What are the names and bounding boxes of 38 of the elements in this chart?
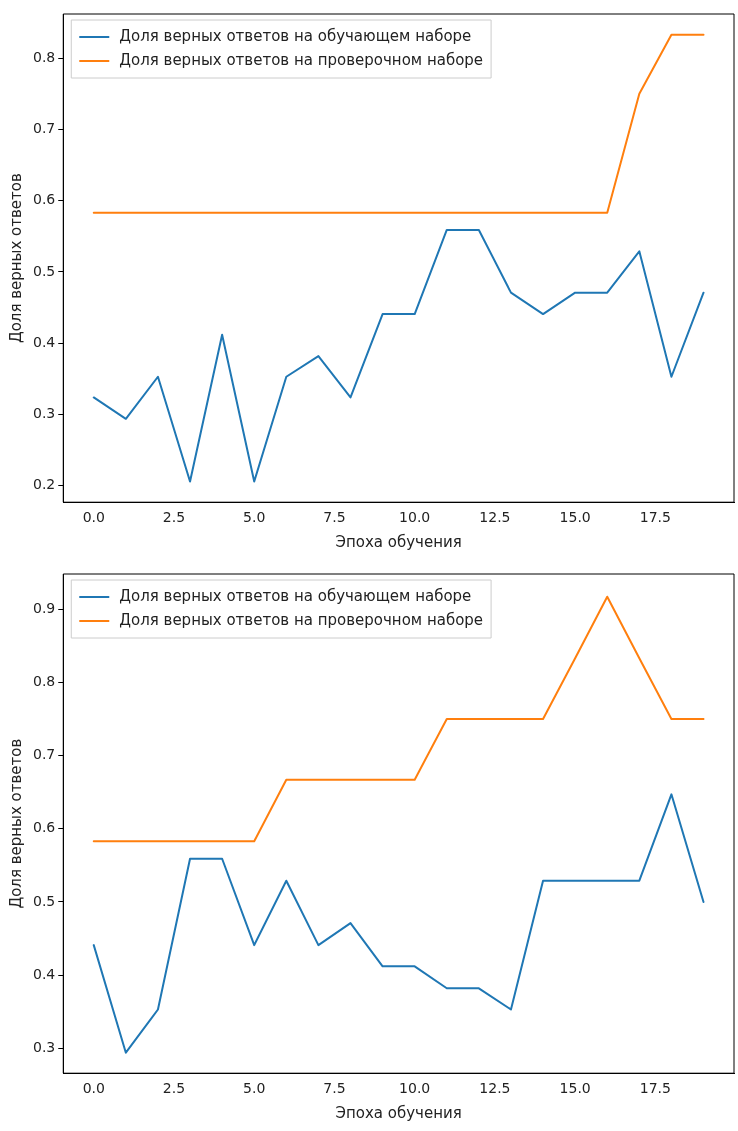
- x-tick-label: 0.0: [82, 509, 105, 526]
- x-tick-label: 7.5: [323, 1080, 346, 1097]
- y-tick-label: 0.6: [33, 819, 56, 836]
- y-tick-label: 0.2: [33, 476, 56, 493]
- x-tick-label: 2.5: [162, 1080, 186, 1097]
- x-tick-label: 17.5: [639, 509, 671, 526]
- x-tick-label: 10.0: [399, 1080, 431, 1097]
- y-tick-label: 0.4: [33, 965, 56, 982]
- x-tick-label: 2.5: [162, 509, 186, 526]
- y-tick-label: 0.8: [33, 672, 56, 689]
- y-tick-label: 0.6: [33, 191, 56, 208]
- y-tick-label: 0.5: [33, 262, 56, 279]
- x-tick-label: 15.0: [559, 509, 591, 526]
- x-tick-label: 17.5: [639, 1080, 671, 1097]
- x-tick-label: 12.5: [479, 1080, 511, 1097]
- x-tick-label: 5.0: [243, 509, 266, 526]
- y-tick-label: 0.9: [33, 599, 56, 616]
- y-tick-label: 0.7: [33, 746, 56, 763]
- y-tick-label: 0.8: [33, 48, 56, 65]
- legend-label: Доля верных ответов на обучающем наборе: [119, 26, 472, 45]
- legend-label: Доля верных ответов на проверочном наборе: [119, 610, 484, 629]
- y-axis-title: Доля верных ответов: [6, 173, 25, 344]
- x-tick-label: 15.0: [559, 1080, 591, 1097]
- x-axis-title: Эпоха обучения: [335, 532, 462, 551]
- x-tick-label: 5.0: [243, 1080, 266, 1097]
- x-tick-label: 12.5: [479, 509, 511, 526]
- x-tick-label: 7.5: [323, 509, 346, 526]
- y-tick-label: 0.3: [33, 405, 56, 422]
- x-axis-title: Эпоха обучения: [335, 1103, 462, 1122]
- x-tick-label: 10.0: [399, 509, 431, 526]
- y-tick-label: 0.4: [33, 333, 56, 350]
- y-tick-label: 0.3: [33, 1038, 56, 1055]
- legend-label: Доля верных ответов на обучающем наборе: [119, 586, 472, 605]
- x-tick-label: 0.0: [82, 1080, 105, 1097]
- y-axis-title: Доля верных ответов: [6, 738, 25, 909]
- y-tick-label: 0.7: [33, 120, 56, 137]
- legend-label: Доля верных ответов на проверочном наборе: [119, 50, 484, 69]
- y-tick-label: 0.5: [33, 892, 56, 909]
